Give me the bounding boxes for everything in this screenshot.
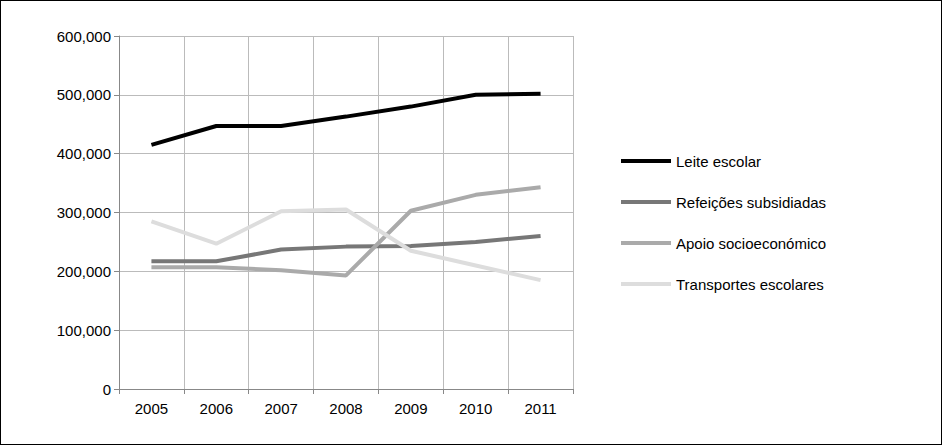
svg-text:0: 0: [103, 381, 111, 398]
svg-text:2007: 2007: [264, 400, 297, 417]
svg-text:2011: 2011: [524, 400, 556, 417]
svg-text:Apoio socioeconómico: Apoio socioeconómico: [676, 235, 826, 252]
svg-text:2010: 2010: [459, 400, 492, 417]
svg-text:Refeições subsidiadas: Refeições subsidiadas: [676, 194, 826, 211]
svg-text:2009: 2009: [394, 400, 427, 417]
svg-text:600,000: 600,000: [57, 28, 111, 45]
svg-text:300,000: 300,000: [57, 204, 111, 221]
svg-text:Transportes escolares: Transportes escolares: [676, 276, 824, 293]
svg-text:200,000: 200,000: [57, 263, 111, 280]
svg-text:Leite escolar: Leite escolar: [676, 153, 761, 170]
svg-text:500,000: 500,000: [57, 86, 111, 103]
svg-text:2006: 2006: [200, 400, 233, 417]
svg-text:2005: 2005: [135, 400, 168, 417]
svg-text:100,000: 100,000: [57, 322, 111, 339]
svg-text:2008: 2008: [329, 400, 362, 417]
svg-text:400,000: 400,000: [57, 145, 111, 162]
